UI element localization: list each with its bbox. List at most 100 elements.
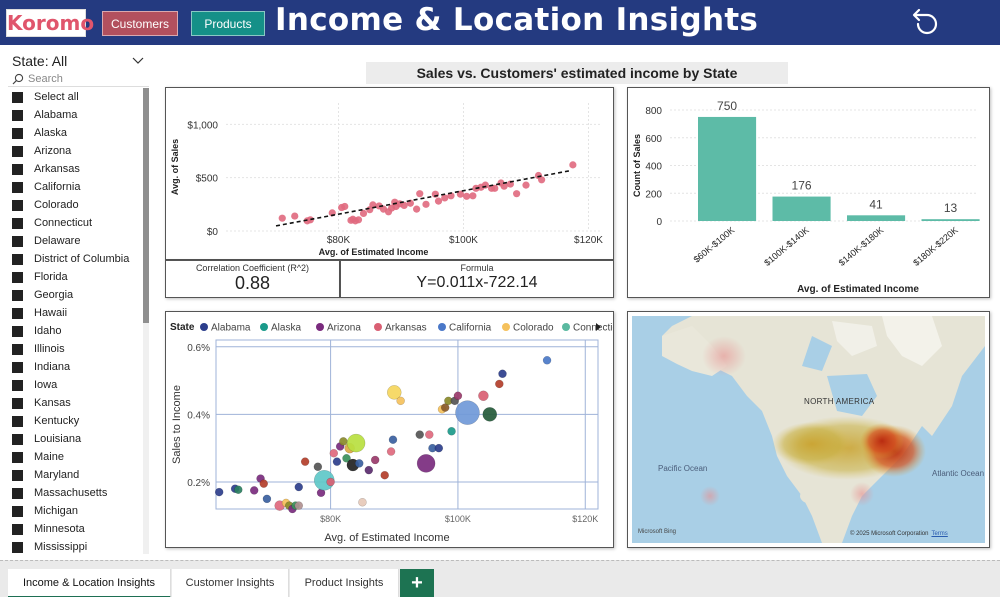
bing-logo: Microsoft Bing: [638, 529, 677, 535]
checkbox[interactable]: [12, 361, 23, 373]
slicer-item[interactable]: Idaho: [6, 322, 144, 340]
slicer-item[interactable]: Georgia: [6, 286, 144, 304]
customers-nav-button[interactable]: Customers: [102, 11, 178, 36]
slicer-item[interactable]: Alaska: [6, 124, 144, 142]
checkbox[interactable]: [12, 91, 23, 103]
checkbox[interactable]: [12, 469, 23, 481]
slicer-item-label: Arizona: [34, 145, 72, 157]
scatter-point: [538, 176, 546, 184]
checkbox[interactable]: [12, 325, 23, 337]
slicer-item[interactable]: Indiana: [6, 358, 144, 376]
slicer-item[interactable]: Kansas: [6, 394, 144, 412]
legend-entry: Alabama: [211, 323, 251, 334]
checkbox[interactable]: [12, 451, 23, 463]
checkbox[interactable]: [12, 145, 23, 157]
slicer-item[interactable]: Kentucky: [6, 412, 144, 430]
sales-to-income-chart[interactable]: State Alabama Alaska Arizona Arkansas Califor…: [166, 312, 626, 547]
bubble: [234, 485, 243, 494]
chevron-down-icon[interactable]: [132, 54, 144, 66]
slicer-item[interactable]: California: [6, 178, 144, 196]
scatter-point: [463, 192, 471, 200]
slicer-item-label: Delaware: [34, 235, 81, 247]
slicer-item[interactable]: Michigan: [6, 502, 144, 520]
checkbox[interactable]: [12, 127, 23, 139]
slicer-item-label: Indiana: [34, 361, 71, 373]
slicer-search: [8, 71, 149, 87]
scatter-point: [491, 184, 499, 192]
slicer-item[interactable]: Hawaii: [6, 304, 144, 322]
bubble: [440, 403, 450, 412]
y-axis-title: Avg. of Sales: [170, 139, 180, 195]
slicer-item-label: District of Columbia: [34, 253, 130, 265]
slicer-header[interactable]: State: All: [6, 52, 149, 70]
bubble: [329, 448, 339, 458]
slicer-item[interactable]: Arkansas: [6, 160, 144, 178]
slicer-item-label: Alaska: [34, 127, 68, 139]
tab-income-location[interactable]: Income & Location Insights: [8, 569, 171, 597]
slicer-item[interactable]: Connecticut: [6, 214, 144, 232]
bubble: [482, 407, 498, 422]
slicer-item-label: Alabama: [34, 109, 78, 121]
checkbox[interactable]: [12, 163, 23, 175]
slicer-item[interactable]: Maryland: [6, 466, 144, 484]
checkbox[interactable]: [12, 289, 23, 301]
slicer-item[interactable]: Colorado: [6, 196, 144, 214]
checkbox[interactable]: [12, 541, 23, 553]
sales-vs-income-chart[interactable]: $0 $500 $1,000 $80K $100K $120K Avg. of Estima…: [166, 88, 613, 259]
checkbox[interactable]: [12, 217, 23, 229]
search-input[interactable]: [28, 71, 146, 86]
logo: Koromo: [6, 9, 95, 37]
slicer-scrollbar[interactable]: [143, 88, 149, 554]
slicer-item[interactable]: Arizona: [6, 142, 144, 160]
bubble: [396, 396, 405, 406]
legend-title: State: [170, 322, 195, 333]
slicer-item[interactable]: Mississippi: [6, 538, 144, 554]
checkbox[interactable]: [12, 271, 23, 283]
back-arrow-icon[interactable]: [910, 4, 942, 36]
slicer-item-label: California: [34, 181, 81, 193]
tab-customer-insights[interactable]: Customer Insights: [172, 569, 289, 597]
scatter-point: [513, 190, 521, 198]
checkbox[interactable]: [12, 199, 23, 211]
checkbox[interactable]: [12, 109, 23, 121]
y-tick-label: 800: [645, 106, 662, 117]
slicer-item[interactable]: Alabama: [6, 106, 144, 124]
trendline: [275, 169, 570, 227]
products-nav-button[interactable]: Products: [191, 11, 265, 36]
slicer-item[interactable]: District of Columbia: [6, 250, 144, 268]
slicer-item[interactable]: Delaware: [6, 232, 144, 250]
slicer-item[interactable]: Florida: [6, 268, 144, 286]
map-terms-link[interactable]: Terms: [931, 531, 948, 537]
legend-entry: Arkansas: [385, 323, 427, 334]
slicer-item[interactable]: Louisiana: [6, 430, 144, 448]
scatter-point: [434, 197, 443, 205]
slicer-item[interactable]: Iowa: [6, 376, 144, 394]
checkbox[interactable]: [12, 487, 23, 499]
x-tick-label: $100K-$140K: [762, 225, 811, 268]
checkbox[interactable]: [12, 343, 23, 355]
scatter-point: [400, 201, 408, 209]
slicer-item-label: Kentucky: [34, 415, 80, 427]
scroll-thumb[interactable]: [143, 88, 149, 323]
checkbox[interactable]: [12, 433, 23, 445]
checkbox[interactable]: [12, 307, 23, 319]
checkbox[interactable]: [12, 523, 23, 535]
checkbox[interactable]: [12, 415, 23, 427]
checkbox[interactable]: [12, 397, 23, 409]
count-by-income-chart[interactable]: 0 200 400 600 800 750 $60K-$100K 176 $100K-$140K…: [628, 88, 989, 297]
scatter-point: [569, 161, 577, 169]
slicer-item[interactable]: Minnesota: [6, 520, 144, 538]
checkbox[interactable]: [12, 379, 23, 391]
add-page-button[interactable]: +: [400, 569, 434, 597]
slicer-item[interactable]: Massachusetts: [6, 484, 144, 502]
sales-map[interactable]: NORTH AMERICA Pacific Ocean Atlantic Oce…: [632, 316, 985, 543]
slicer-item[interactable]: Select all: [6, 88, 144, 106]
checkbox[interactable]: [12, 235, 23, 247]
slicer-item[interactable]: Maine: [6, 448, 144, 466]
checkbox[interactable]: [12, 253, 23, 265]
tab-product-insights[interactable]: Product Insights: [290, 569, 399, 597]
y-tick-label: 200: [645, 189, 662, 200]
checkbox[interactable]: [12, 181, 23, 193]
checkbox[interactable]: [12, 505, 23, 517]
slicer-item[interactable]: Illinois: [6, 340, 144, 358]
